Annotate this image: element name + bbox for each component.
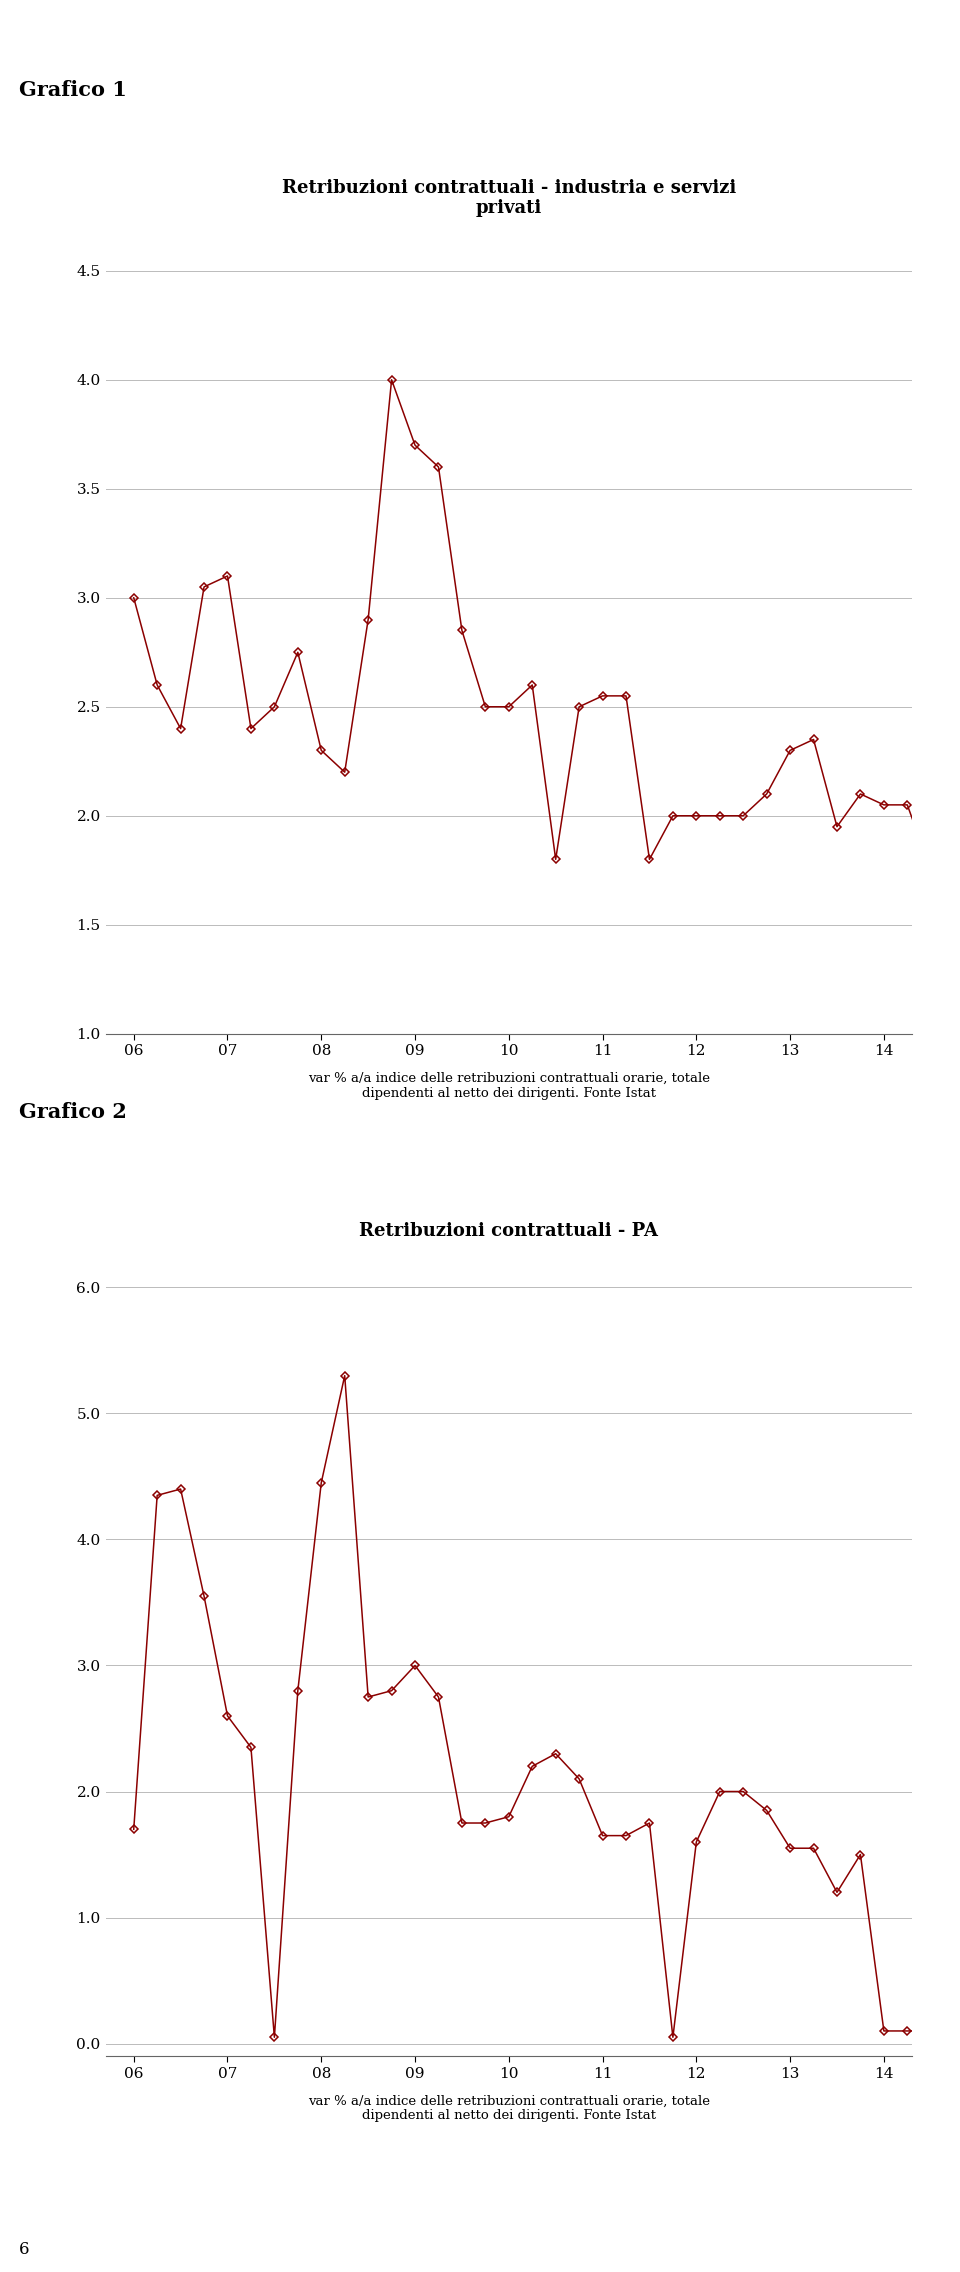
Title: Retribuzioni contrattuali - PA: Retribuzioni contrattuali - PA [359,1222,659,1241]
Title: Retribuzioni contrattuali - industria e servizi
privati: Retribuzioni contrattuali - industria e … [281,179,736,218]
Text: 6: 6 [19,2240,30,2258]
X-axis label: var % a/a indice delle retribuzioni contrattuali orarie, totale
dipendenti al ne: var % a/a indice delle retribuzioni cont… [308,2095,709,2122]
X-axis label: var % a/a indice delle retribuzioni contrattuali orarie, totale
dipendenti al ne: var % a/a indice delle retribuzioni cont… [308,1072,709,1100]
Text: Grafico 2: Grafico 2 [19,1102,127,1122]
Text: Grafico 1: Grafico 1 [19,80,127,100]
